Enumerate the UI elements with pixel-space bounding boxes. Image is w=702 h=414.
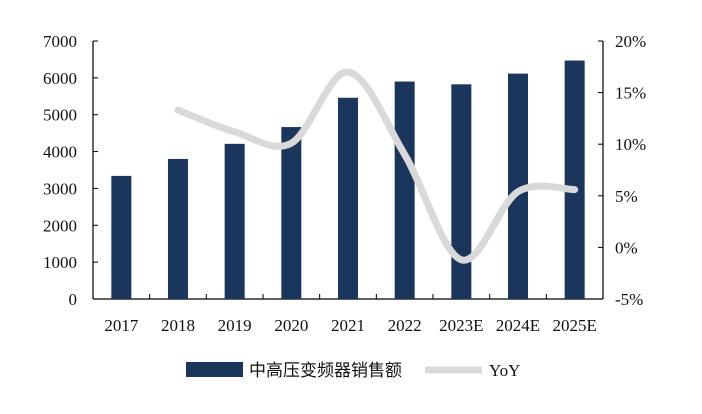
x-tick-label: 2017 [104, 316, 139, 335]
left-tick-label: 0 [69, 290, 78, 309]
left-tick-label: 4000 [43, 143, 77, 162]
x-tick-label: 2024E [496, 316, 540, 335]
right-tick-label: 20% [615, 32, 646, 51]
bar [168, 158, 188, 299]
x-tick-label: 2022 [388, 316, 422, 335]
right-tick-label: 0% [615, 238, 638, 257]
right-tick-label: -5% [615, 290, 643, 309]
bar [508, 73, 528, 300]
bar [451, 84, 472, 299]
bar [111, 175, 132, 299]
bar [338, 97, 358, 299]
x-tick-label: 2021 [331, 316, 365, 335]
bar [564, 60, 585, 299]
x-tick-label: 2025E [552, 316, 596, 335]
left-tick-label: 3000 [43, 179, 77, 198]
left-tick-label: 2000 [43, 216, 77, 235]
x-tick-label: 2019 [218, 316, 252, 335]
legend-label-bar: 中高压变频器销售额 [249, 361, 402, 380]
left-tick-label: 1000 [43, 253, 77, 272]
right-tick-label: 15% [615, 84, 646, 103]
x-tick-label: 2023E [439, 316, 483, 335]
left-tick-label: 6000 [43, 69, 77, 88]
left-tick-label: 7000 [43, 32, 77, 51]
right-tick-label: 5% [615, 187, 638, 206]
x-tick-label: 2018 [161, 316, 195, 335]
right-tick-label: 10% [615, 135, 646, 154]
bar [394, 81, 415, 300]
yoy-line [174, 68, 579, 264]
bar [224, 143, 245, 299]
left-tick-label: 5000 [43, 106, 77, 125]
bar [281, 127, 302, 299]
legend-label-line: YoY [489, 361, 520, 380]
legend-swatch-bar [186, 362, 243, 377]
x-tick-label: 2020 [274, 316, 308, 335]
